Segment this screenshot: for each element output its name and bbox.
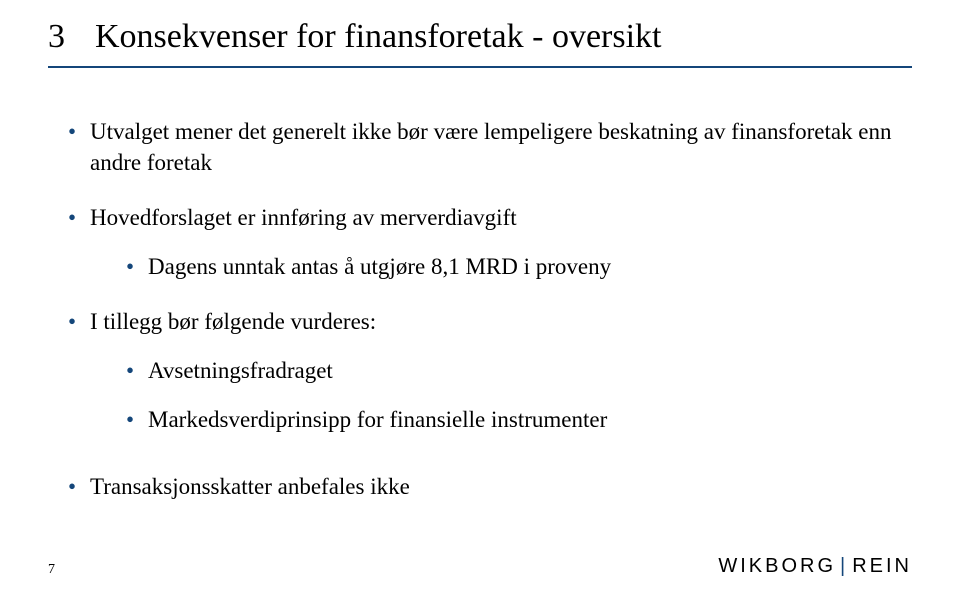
slide-title: 3 Konsekvenser for finansforetak - overs… [48,18,912,56]
slide: 3 Konsekvenser for finansforetak - overs… [0,0,960,598]
bullet-text: I tillegg bør følgende vurderes: [90,309,376,334]
list-item: Dagens unntak antas å utgjøre 8,1 MRD i … [126,251,912,282]
sub-bullet-list: Avsetningsfradraget Markedsverdiprinsipp… [90,355,912,435]
bullet-text: Markedsverdiprinsipp for finansielle ins… [148,407,607,432]
list-item: Markedsverdiprinsipp for finansielle ins… [126,404,912,435]
bullet-text: Avsetningsfradraget [148,358,333,383]
logo: WIKBORG | REIN [718,555,912,578]
page-number: 7 [48,562,55,578]
bullet-text: Dagens unntak antas å utgjøre 8,1 MRD i … [148,254,611,279]
list-item: Avsetningsfradraget [126,355,912,386]
title-text: Konsekvenser for finansforetak - oversik… [95,18,661,56]
logo-left: WIKBORG [718,555,836,578]
list-item: Transaksjonsskatter anbefales ikke [68,471,912,502]
bullet-text: Transaksjonsskatter anbefales ikke [90,474,410,499]
logo-right: REIN [852,555,912,578]
title-number: 3 [48,18,65,56]
footer: 7 WIKBORG | REIN [0,548,960,578]
bullet-list: Utvalget mener det generelt ikke bør vær… [68,116,912,502]
logo-separator: | [840,555,848,578]
bullet-text: Hovedforslaget er innføring av merverdia… [90,205,517,230]
list-item: Hovedforslaget er innføring av merverdia… [68,202,912,282]
list-item: I tillegg bør følgende vurderes: Avsetni… [68,306,912,435]
title-underline [48,66,912,68]
content-area: Utvalget mener det generelt ikke bør vær… [48,116,912,502]
sub-bullet-list: Dagens unntak antas å utgjøre 8,1 MRD i … [90,251,912,282]
bullet-text: Utvalget mener det generelt ikke bør vær… [90,119,892,175]
list-item: Utvalget mener det generelt ikke bør vær… [68,116,912,178]
